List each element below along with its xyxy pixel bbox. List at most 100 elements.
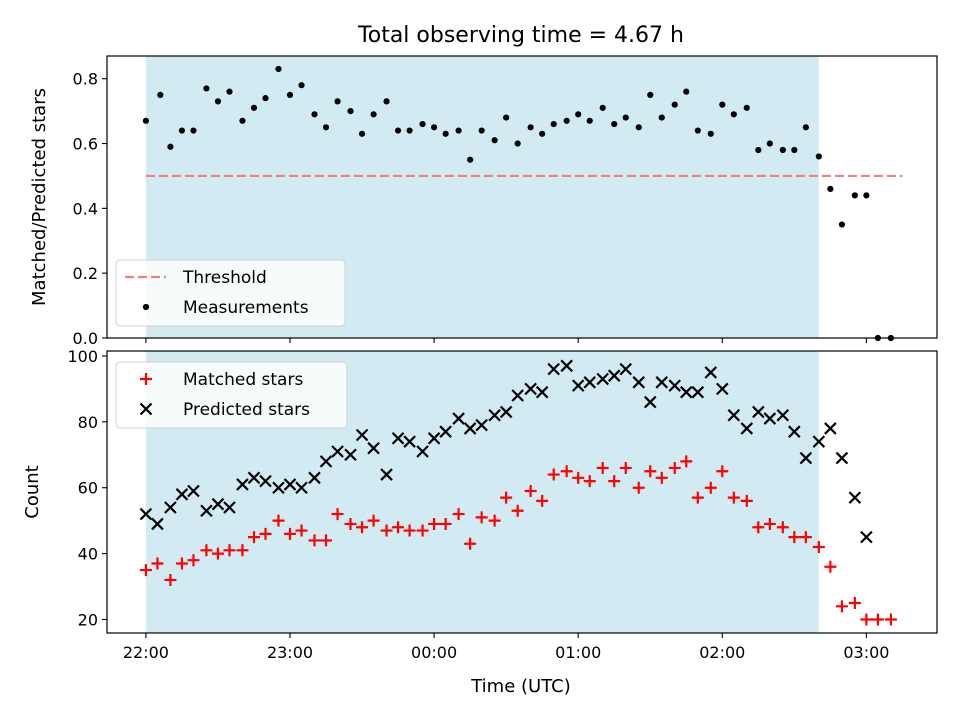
data-point bbox=[835, 451, 849, 465]
data-point bbox=[308, 471, 321, 485]
data-point bbox=[619, 461, 632, 474]
data-point bbox=[572, 471, 585, 484]
data-point bbox=[391, 432, 405, 445]
top-y-axis-label: Matched/Predicted stars bbox=[29, 88, 50, 306]
data-point bbox=[394, 127, 402, 134]
axes-frame bbox=[106, 55, 938, 339]
data-point bbox=[452, 412, 465, 425]
data-point bbox=[838, 221, 845, 228]
data-point bbox=[802, 124, 809, 131]
data-point bbox=[743, 104, 750, 111]
data-point bbox=[223, 544, 236, 557]
data-point bbox=[824, 560, 837, 573]
data-point bbox=[295, 481, 308, 494]
data-point bbox=[211, 547, 224, 560]
data-point bbox=[431, 124, 438, 131]
legend-box bbox=[115, 361, 348, 429]
data-point bbox=[655, 471, 668, 484]
y-tick-label: 100 bbox=[67, 347, 98, 366]
data-point bbox=[475, 511, 488, 524]
data-point bbox=[383, 98, 390, 105]
data-point bbox=[151, 557, 164, 570]
data-point bbox=[259, 474, 272, 488]
data-point bbox=[776, 408, 790, 422]
data-point bbox=[500, 491, 513, 504]
x-tick-label: 00:00 bbox=[411, 643, 457, 662]
data-point bbox=[392, 521, 405, 534]
data-point bbox=[259, 527, 272, 540]
data-point bbox=[416, 445, 429, 458]
data-point bbox=[488, 408, 501, 422]
data-point bbox=[442, 130, 449, 137]
y-tick-label: 0.8 bbox=[73, 70, 98, 89]
data-point bbox=[539, 130, 546, 137]
count-panel: 20 40 60 80 100 22:00 23:00 00:00 01:00 02:00 03:0… bbox=[67, 347, 938, 662]
data-point bbox=[707, 130, 714, 137]
x-tick-label: 22:00 bbox=[123, 643, 169, 662]
data-point bbox=[575, 111, 582, 118]
data-point bbox=[779, 146, 786, 154]
data-point bbox=[320, 534, 333, 547]
data-point bbox=[527, 124, 534, 131]
data-point bbox=[608, 475, 621, 488]
data-point bbox=[157, 91, 164, 98]
data-point bbox=[547, 468, 560, 481]
data-point bbox=[367, 514, 380, 527]
data-point bbox=[799, 531, 812, 544]
x-tick-label: 02:00 bbox=[699, 643, 745, 662]
y-tick-label: 0.4 bbox=[73, 199, 98, 218]
data-point bbox=[367, 441, 380, 455]
data-point bbox=[511, 389, 524, 402]
data-point bbox=[607, 369, 621, 382]
data-point bbox=[668, 461, 681, 474]
data-point bbox=[262, 95, 269, 102]
y-tick-label: 0.0 bbox=[73, 329, 98, 348]
data-point bbox=[439, 517, 452, 530]
data-point bbox=[178, 127, 186, 134]
data-point bbox=[250, 104, 258, 111]
data-point bbox=[190, 127, 197, 134]
legend-marker bbox=[142, 303, 150, 311]
data-point bbox=[547, 362, 560, 376]
data-point bbox=[139, 564, 152, 577]
data-point bbox=[214, 98, 222, 105]
data-point bbox=[478, 127, 485, 134]
x-axis-label: Time (UTC) bbox=[470, 676, 571, 697]
data-point bbox=[860, 530, 873, 544]
data-point bbox=[319, 455, 333, 468]
bottom-y-axis-label: Count bbox=[22, 465, 43, 518]
data-point bbox=[356, 521, 369, 534]
data-point bbox=[439, 425, 452, 438]
data-point bbox=[827, 185, 834, 192]
data-point bbox=[571, 379, 585, 392]
data-point bbox=[464, 537, 477, 550]
data-point bbox=[247, 471, 261, 485]
data-point bbox=[644, 465, 657, 478]
data-point bbox=[344, 448, 357, 462]
data-point bbox=[791, 146, 798, 154]
data-point bbox=[236, 478, 249, 491]
data-point bbox=[295, 524, 308, 537]
data-point bbox=[322, 124, 330, 131]
data-point bbox=[164, 501, 177, 514]
legend-label: Measurements bbox=[183, 298, 309, 318]
data-point bbox=[596, 461, 609, 474]
y-tick-label: 60 bbox=[78, 479, 98, 498]
data-point bbox=[380, 468, 393, 481]
data-point bbox=[824, 422, 837, 435]
data-point bbox=[370, 111, 377, 118]
data-point bbox=[716, 382, 729, 396]
data-point bbox=[499, 405, 513, 419]
data-point bbox=[347, 108, 354, 115]
axes-frame bbox=[106, 350, 938, 634]
data-point bbox=[503, 114, 510, 121]
data-point bbox=[727, 491, 740, 504]
data-point bbox=[455, 127, 462, 134]
data-point bbox=[716, 465, 729, 478]
data-point bbox=[187, 554, 200, 567]
y-tick-label: 80 bbox=[78, 413, 98, 432]
data-point bbox=[355, 428, 369, 442]
data-point bbox=[622, 114, 629, 121]
data-point bbox=[619, 362, 633, 376]
